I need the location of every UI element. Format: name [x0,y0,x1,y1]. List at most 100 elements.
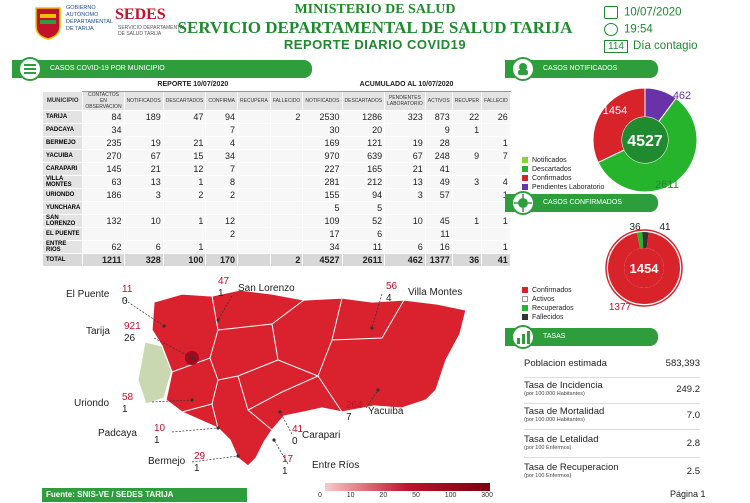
rate-row-recovery: Tasa de Recuperacion (por 100 Enfermos) … [524,462,700,479]
map-label-carapari: Carapari [302,430,341,441]
value-cell: 22 [451,110,483,124]
value-cell: 270 [82,149,125,163]
map-deaths-tarija: 26 [124,333,136,344]
value-cell [269,188,304,202]
value-cell [237,201,271,215]
value-cell [269,149,304,163]
map-count-san-lorenzo: 47 [218,276,230,287]
map-deaths-entre-rios: 1 [282,466,288,477]
map-deaths-villa-montes: 4 [386,293,392,304]
map-count-el-puente: 11 [122,284,133,295]
municipio-cell: YACUIBA [41,149,84,163]
report-title: REPORTE DIARIO COVID19 [283,37,467,52]
value-cell: 7 [481,149,511,163]
value-cell: 10 [384,214,426,228]
header: GOBIERNO AUTÓNOMO DEPARTAMENTAL DE TARIJ… [0,0,750,58]
date-row: 10/07/2020 [604,6,682,19]
value-cell [384,201,426,215]
value-cell: 462 [384,253,426,267]
value-cell: 21 [384,162,426,176]
municipio-cell: CARAPARI [41,162,84,176]
value-cell: 12 [162,162,207,176]
map-label-tarija: Tarija [86,326,110,337]
value-cell [451,188,483,202]
value-cell: 3 [123,188,164,202]
rate-value-population: 583,393 [665,358,700,369]
value-cell: 21 [162,136,207,150]
rate-row-lethality: Tasa de Letalidad (por 100 Enfermos) 2.8 [524,434,700,458]
value-cell [481,123,511,137]
value-cell [162,227,207,241]
value-cell: 100 [162,253,207,267]
municipio-cell: PADCAYA [41,123,84,137]
confirmed-title: CASOS CONFIRMADOS [543,199,622,206]
value-cell: 2 [269,110,304,124]
value-cell: 639 [341,149,386,163]
municipio-cell: ENTRE RIOS [41,240,84,254]
value-cell [269,162,304,176]
report-time: 19:54 [624,23,653,36]
value-cell [237,136,271,150]
column-header: NOTIFICADOS [302,91,343,111]
ministry-title: MINISTERIO DE SALUD [294,2,456,17]
confirmed-legend-item: Activos [522,295,750,304]
value-cell: 15 [162,149,207,163]
map-deaths-carapari: 0 [292,436,298,447]
map-deaths-bermejo: 1 [194,463,200,474]
gobierno-logo-text: GOBIERNO AUTÓNOMO DEPARTAMENTAL DE TARIJ… [66,5,113,32]
confirmed-legend-item: Confirmados [522,286,750,295]
value-cell: 36 [451,253,483,267]
rate-value-lethality: 2.8 [686,438,700,449]
value-cell [123,227,164,241]
notified-title: CASOS NOTIFICADOS [543,65,618,72]
legend-tick: 0 [318,492,322,499]
value-cell: 7 [205,123,239,137]
day-count-label: Día contagio [632,40,698,52]
map-label-villa-montes: Villa Montes [408,287,463,298]
map-label-entre-rios: Entre Ríos [312,460,360,471]
value-cell: 3 [451,175,483,189]
value-cell: 62 [82,240,125,254]
virus-icon [511,191,535,215]
map-count-villa-montes: 56 [386,281,398,292]
value-cell: 30 [302,123,343,137]
value-cell [237,162,271,176]
value-cell: 1377 [424,253,453,267]
rate-value-incidence: 249.2 [676,384,700,395]
time-row: 19:54 [604,23,653,36]
donut-label-discarded: 2611 [655,179,679,191]
confirmed-deaths-label: 41 [659,222,671,233]
confirmed-slice-recovered [636,232,644,249]
value-cell [269,175,304,189]
list-icon [18,57,42,81]
confirmed-slice-active [608,232,680,304]
service-title: SERVICIO DEPARTAMENTAL DE SALUD TARIJA [177,18,573,37]
column-header: FALLECID [481,91,511,111]
value-cell [237,240,271,254]
value-cell [82,201,125,215]
confirmed-total: 1454 [630,261,660,276]
municipio-cell: SAN LORENZO [41,214,84,228]
municipio-cell: TOTAL [41,253,84,267]
value-cell [481,162,511,176]
value-cell [82,227,125,241]
table-row: URIONDO186322155943571 [41,188,511,202]
value-cell: 1286 [341,110,386,124]
table-total-row: TOTAL 1211 328 100 170 2 4527 2611 462 1377 36 41 [41,253,511,267]
value-cell [451,240,483,254]
value-cell: 227 [302,162,343,176]
map-label-bermejo: Bermejo [148,456,186,467]
value-cell [269,214,304,228]
value-cell [269,136,304,150]
value-cell: 10 [123,214,164,228]
municipio-table: REPORTE 10/07/2020 ACUMULADO AL 10/07/20… [41,78,511,267]
value-cell: 1 [451,214,483,228]
map-count-carapari: 41 [292,424,304,435]
value-cell: 9 [424,123,453,137]
value-cell: 84 [82,110,125,124]
value-cell [237,175,271,189]
value-cell: 9 [451,149,483,163]
source-footer: Fuente: SNIS-VE / SEDES TARIJA [42,488,247,502]
sedes-logo: SEDES [115,6,166,23]
column-header: ACTIVOS [424,91,453,111]
